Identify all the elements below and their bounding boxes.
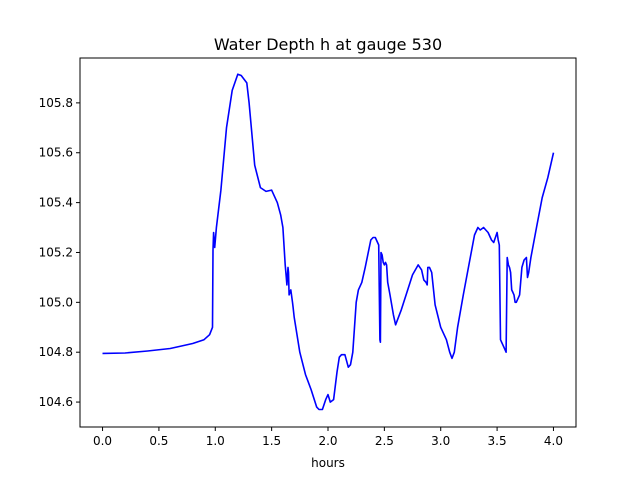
x-axis-label: hours (311, 456, 345, 470)
plot-area (102, 73, 555, 411)
y-tick-label: 104.8 (39, 345, 73, 359)
x-tick-label: 1.0 (206, 434, 225, 448)
x-tick-label: 3.0 (431, 434, 450, 448)
y-tick-label: 104.6 (39, 395, 73, 409)
axes-frame (79, 57, 577, 428)
x-tick-label: 0.5 (149, 434, 168, 448)
x-axis-ticks: 0.0 0.5 1.0 1.5 2.0 2.5 3.0 3.5 4.0 (93, 427, 563, 448)
y-tick-label: 105.0 (39, 295, 73, 309)
y-tick-label: 105.2 (39, 245, 73, 259)
y-tick-label: 105.4 (39, 196, 73, 210)
x-tick-label: 3.5 (488, 434, 507, 448)
y-tick-label: 105.8 (39, 96, 73, 110)
x-tick-label: 0.0 (93, 434, 112, 448)
x-tick-label: 2.5 (375, 434, 394, 448)
series-line (102, 73, 555, 411)
x-tick-label: 2.0 (318, 434, 337, 448)
y-axis-ticks: 104.6 104.8 105.0 105.2 105.4 105.6 105.8 (39, 96, 80, 409)
x-tick-label: 1.5 (262, 434, 281, 448)
y-tick-label: 105.6 (39, 146, 73, 160)
x-tick-label: 4.0 (544, 434, 563, 448)
chart-title: Water Depth h at gauge 530 (214, 35, 442, 54)
